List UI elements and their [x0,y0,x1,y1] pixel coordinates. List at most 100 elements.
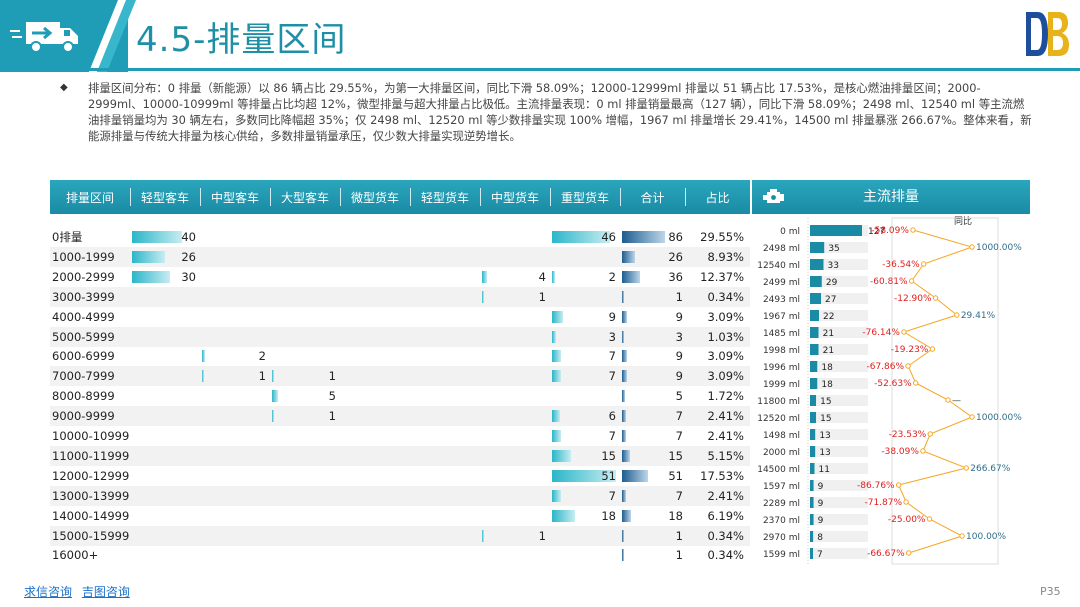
mainstream-bar [810,463,815,474]
mainstream-bar [810,446,816,457]
yoy-point [927,431,933,437]
mainstream-value: 13 [819,431,830,441]
category-label: 1998 ml [763,346,800,356]
yoy-value: — [952,396,961,406]
cell-value: 1 [538,289,546,304]
column-header: 排量区间 [65,190,114,205]
total-value: 9 [675,309,683,324]
total-bar [622,469,648,482]
cell-value: 9 [608,309,616,324]
yoy-value: 29.41% [961,311,996,321]
yoy-point [905,550,912,556]
cell-value: 1 [538,528,546,543]
cell-value: 40 [181,230,196,244]
yoy-line [897,229,974,554]
mainstream-bar [810,429,816,440]
mainstream-bar-bg [815,446,868,457]
mainstream-bar-bg [818,327,868,338]
cell-value: 30 [181,269,196,284]
total-bar [622,350,627,363]
yoy-point [926,516,933,522]
yoy-value: -67.86% [866,362,904,372]
total-value: 9 [675,369,683,384]
total-bar [622,390,625,403]
yoy-value: -86.76% [857,481,895,491]
cell-value: 2 [258,349,266,364]
footer-link-jitu[interactable]: 吉图咨询 [81,585,130,599]
cell-value: 2 [608,269,616,284]
yoy-point [905,363,911,369]
mainstream-value: 13 [819,448,830,458]
mainstream-title: 主流排量 [863,189,919,205]
share-value: 3.09% [707,349,744,364]
total-bar [622,509,631,522]
yoy-point [963,465,969,471]
mainstream-bar [810,242,825,253]
category-label: 0 ml [780,227,800,237]
mainstream-header: 主流排量 [752,180,1030,214]
category-label: 2499 ml [763,278,800,288]
yoy-point [910,227,916,233]
cell-bar [202,370,204,383]
mainstream-value: 29 [826,278,838,288]
mainstream-bar [810,259,824,270]
mainstream-value: 21 [823,329,834,339]
mainstream-bar [810,344,819,355]
total-value: 26 [668,249,683,264]
share-value: 0.34% [707,548,744,563]
header-underline [0,68,1080,71]
page-title: 4.5-排量区间 [136,20,347,60]
mainstream-value: 21 [823,346,834,356]
yoy-point [929,346,936,352]
yoy-point [903,499,909,505]
column-header: 轻型客车 [130,180,200,214]
category-label: 1498 ml [763,431,800,441]
cell-value: 18 [601,508,616,523]
table-row: 4000-4999 9 9 3.09% [50,307,750,327]
total-bar [622,410,626,423]
mainstream-bar-bg [813,480,868,491]
mainstream-bar [810,361,818,372]
column-header: 微型货车 [340,180,410,214]
mainstream-bar-bg [816,412,868,423]
yoy-value: -23.53% [889,430,927,440]
range-label: 10000-10999 [52,429,130,443]
share-value: 3.09% [707,369,744,384]
cell-bar [202,350,205,363]
share-value: 17.53% [700,468,744,483]
cell-bar [482,529,484,542]
mainstream-bar-bg [821,293,868,304]
mainstream-bar [810,310,820,321]
mainstream-value: 22 [823,312,834,322]
mainstream-value: 18 [821,363,833,373]
yoy-point [920,448,926,454]
total-bar [622,231,665,243]
yoy-point [954,312,960,318]
category-label: 11800 ml [757,397,800,407]
cell-bar [482,290,484,303]
table-header: 排量区间 轻型客车 中型客车 大型客车 微型货车 轻型货车 中型货车 重型货车 合计 占比 [50,180,750,214]
truck-icon [10,22,78,53]
mainstream-value: 9 [818,499,824,509]
footer-link-qiuxin[interactable]: 求信咨询 [24,585,73,599]
table-row: 0排量 40 46 86 29.55% [50,227,750,247]
yoy-value: 1000.00% [976,413,1022,423]
mainstream-bar [810,514,814,525]
mainstream-bar-bg [813,548,868,559]
engine-icon [763,189,784,203]
range-label: 15000-15999 [52,528,130,543]
yoy-value: -36.54% [882,260,920,270]
cell-value: 26 [181,249,196,264]
range-label: 13000-13999 [52,488,130,503]
yoy-value: -58.09% [871,226,909,236]
table-row: 13000-13999 7 7 2.41% [50,485,750,506]
cell-value: 4 [538,269,546,284]
yoy-point [921,261,927,267]
mainstream-bar-bg [823,259,868,270]
range-label: 5000-5999 [52,329,115,344]
range-label: 4000-4999 [52,309,115,324]
db-logo [1026,12,1069,56]
page-number: P35 [1040,585,1061,598]
total-value: 5 [675,389,683,404]
category-label: 14500 ml [757,465,800,475]
